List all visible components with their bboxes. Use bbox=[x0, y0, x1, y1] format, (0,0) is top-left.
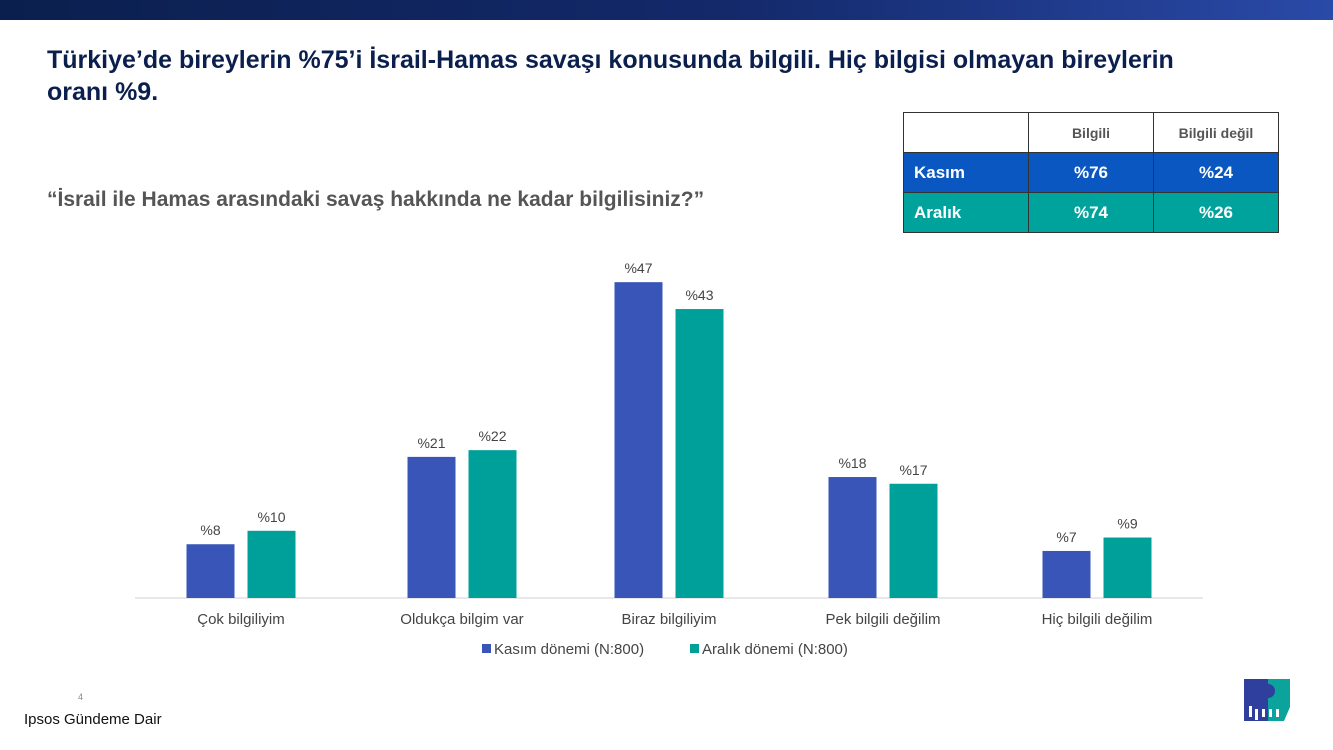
data-label: %17 bbox=[899, 462, 927, 478]
data-label: %22 bbox=[478, 428, 506, 444]
footer-text: Ipsos Gündeme Dair bbox=[24, 711, 162, 728]
top-banner bbox=[0, 0, 1333, 20]
bar bbox=[247, 530, 296, 598]
data-label: %21 bbox=[417, 435, 445, 451]
table-header-cell bbox=[903, 112, 1029, 153]
bar bbox=[407, 456, 456, 598]
bar bbox=[675, 309, 724, 598]
table-cell: %74 bbox=[1028, 192, 1154, 233]
legend-label: Aralık dönemi (N:800) bbox=[702, 641, 848, 658]
x-tick-label: Pek bilgili değilim bbox=[825, 611, 940, 628]
x-tick-label: Biraz bilgiliyim bbox=[621, 611, 716, 628]
data-label: %43 bbox=[685, 287, 713, 303]
data-label: %10 bbox=[257, 509, 285, 525]
page-title: Türkiye’de bireylerin %75’i İsrail-Hamas… bbox=[47, 46, 1174, 106]
survey-question: “İsrail ile Hamas arasındaki savaş hakkı… bbox=[47, 188, 705, 211]
table-row: Kasım %76 %24 bbox=[903, 152, 1279, 193]
table-cell: %24 bbox=[1153, 152, 1279, 193]
row-label: Aralık bbox=[903, 192, 1029, 233]
data-label: %9 bbox=[1117, 516, 1137, 532]
table-cell: %26 bbox=[1153, 192, 1279, 233]
data-label: %18 bbox=[838, 455, 866, 471]
data-label: %7 bbox=[1056, 529, 1076, 545]
bar bbox=[889, 483, 938, 598]
table-row: Aralık %74 %26 bbox=[903, 192, 1279, 233]
bar bbox=[828, 477, 877, 598]
legend-swatch bbox=[482, 644, 491, 653]
table-header-row: Bilgili Bilgili değil bbox=[903, 112, 1279, 153]
bar bbox=[1042, 550, 1091, 598]
bar bbox=[468, 450, 517, 598]
table-cell: %76 bbox=[1028, 152, 1154, 193]
bar bbox=[186, 544, 235, 598]
table-header-cell: Bilgili bbox=[1028, 112, 1154, 153]
ipsos-logo bbox=[1244, 679, 1290, 721]
summary-table: Bilgili Bilgili değil Kasım %76 %24 Aral… bbox=[903, 112, 1279, 233]
x-tick-label: Oldukça bilgim var bbox=[400, 611, 523, 628]
legend-label: Kasım dönemi (N:800) bbox=[494, 641, 644, 658]
data-label: %47 bbox=[624, 260, 652, 276]
table-header-cell: Bilgili değil bbox=[1153, 112, 1279, 153]
page-number: 4 bbox=[78, 692, 84, 702]
row-label: Kasım bbox=[903, 152, 1029, 193]
legend-swatch bbox=[690, 644, 699, 653]
x-tick-label: Hiç bilgili değilim bbox=[1042, 611, 1153, 628]
data-label: %8 bbox=[200, 522, 220, 538]
x-tick-label: Çok bilgiliyim bbox=[197, 611, 285, 628]
bar bbox=[1103, 537, 1152, 598]
bar bbox=[614, 282, 663, 598]
